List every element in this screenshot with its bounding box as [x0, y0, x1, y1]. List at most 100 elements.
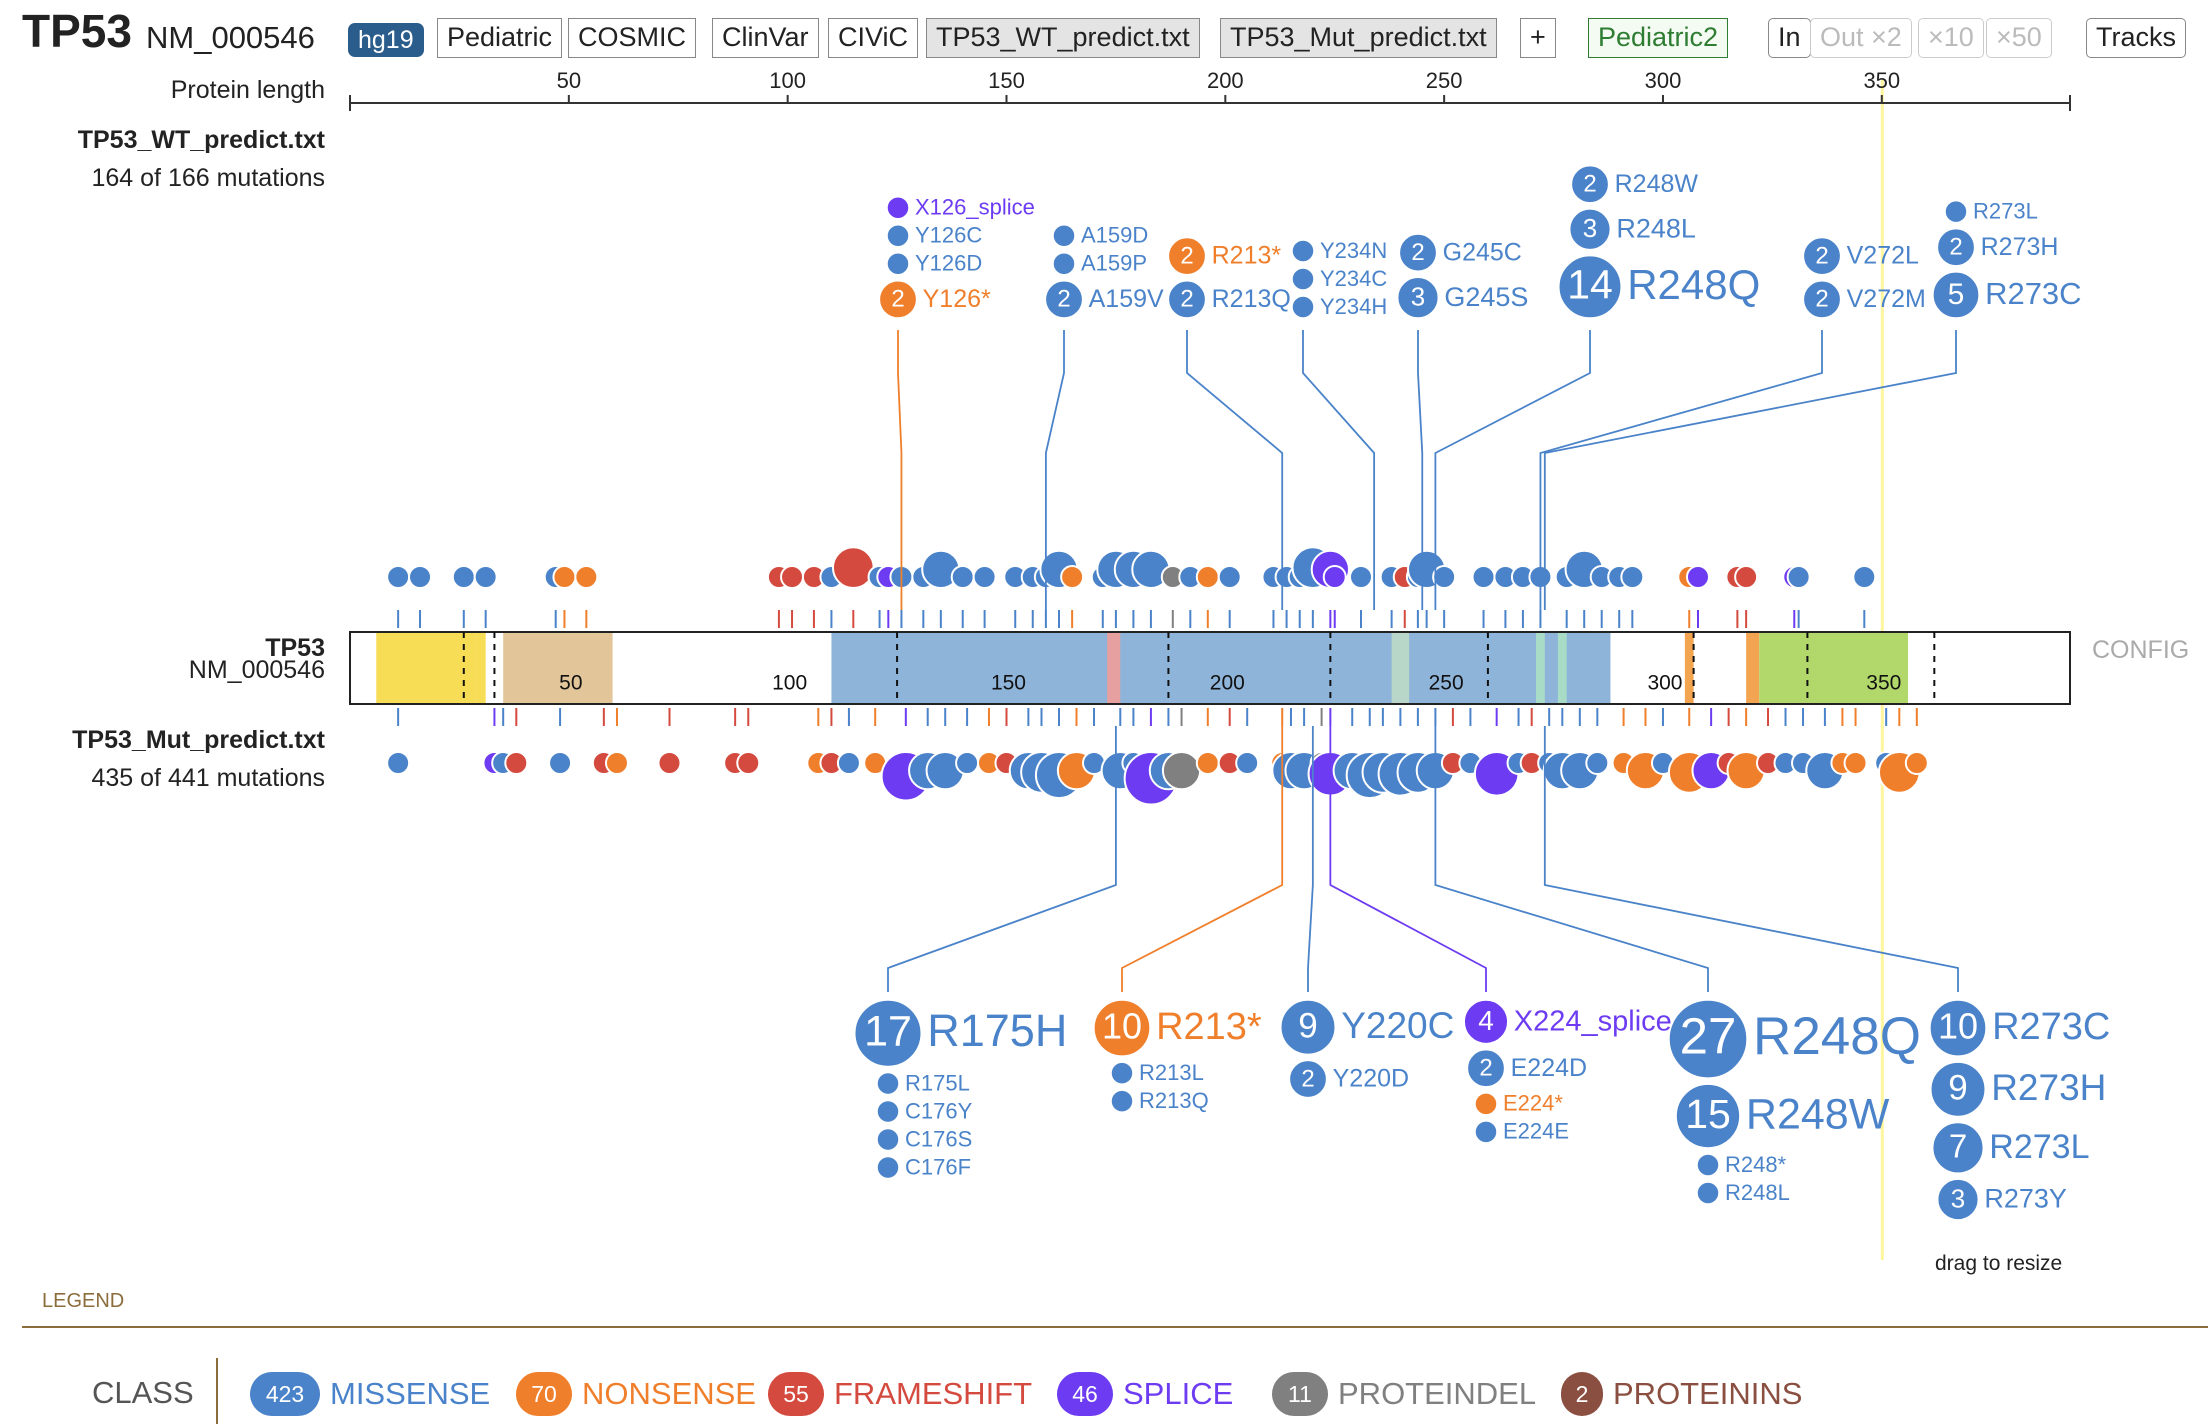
- wt-label-disk: [1291, 267, 1315, 291]
- wt-label-disk: [1052, 251, 1076, 276]
- wt-mutation-disk: [1471, 565, 1496, 589]
- mut-mutation-disk: [1195, 751, 1220, 775]
- legend-class-name: MISSENSE: [330, 1376, 491, 1411]
- legend-count-badge: 46: [1057, 1372, 1113, 1416]
- mut-mutation-disk: [955, 751, 980, 775]
- wt-mutation-disk: [1786, 565, 1811, 589]
- mut-mutation-label: R248*: [1725, 1152, 1787, 1177]
- wt-leader-line: [1044, 330, 1065, 610]
- mut-label-disk: [853, 999, 923, 1068]
- legend-title[interactable]: LEGEND: [42, 1290, 125, 1312]
- wt-label-disk-count: 2: [1815, 242, 1828, 269]
- mut-leader-line: [1329, 726, 1487, 992]
- wt-mutation-label: Y234C: [1320, 266, 1387, 291]
- protein-domain: [476, 633, 486, 703]
- mut-label-disk-count: 9: [1948, 1069, 1967, 1108]
- mut-label-disk-count: 3: [1951, 1183, 1965, 1213]
- mut-mutation-disk: [736, 751, 761, 775]
- wt-label-disk: [1932, 271, 1980, 319]
- mut-mutation-disk: [504, 751, 529, 775]
- legend-class-name: PROTEINDEL: [1338, 1376, 1537, 1411]
- wt-mutation-disk: [408, 565, 433, 589]
- mut-leader-line: [1434, 726, 1709, 992]
- wt-mutation-disk: [1217, 565, 1242, 589]
- zoom-x10-button[interactable]: ×10: [1918, 18, 1984, 58]
- legend-count-badge: 2: [1561, 1372, 1603, 1416]
- wt-mutation-label: R213*: [1212, 242, 1282, 270]
- zoom-x50-button[interactable]: ×50: [1986, 18, 2052, 58]
- wt-label-disk: [878, 279, 918, 319]
- wt-label-disk: [1802, 279, 1842, 319]
- legend-count-badge: 11: [1272, 1372, 1328, 1416]
- mut-track-name: TP53_Mut_predict.txt: [72, 726, 325, 754]
- legend-divider: [22, 1326, 2208, 1328]
- wt-mutation-label: R248W: [1615, 170, 1699, 198]
- zoom-in-button[interactable]: In: [1768, 18, 1811, 58]
- wt-label-disk: [1052, 223, 1076, 248]
- mut-label-disk: [1110, 1089, 1134, 1113]
- mut-mutation-label: R273C: [1992, 1006, 2110, 1048]
- wt-label-disk-count: 2: [1180, 242, 1193, 269]
- resize-hint[interactable]: drag to resize: [1935, 1252, 2063, 1275]
- mut-mutation-label: C176F: [905, 1154, 971, 1179]
- dataset-button-pediatric2[interactable]: Pediatric2: [1588, 18, 1729, 58]
- wt-label-disk-count: 5: [1948, 278, 1965, 311]
- wt-mutation-label: G245S: [1444, 282, 1528, 312]
- tracks-button[interactable]: Tracks: [2086, 18, 2186, 58]
- add-dataset-button[interactable]: +: [1520, 18, 1556, 58]
- mut-label-disk-count: 10: [1938, 1006, 1978, 1047]
- mut-mutation-disk: [1235, 751, 1260, 775]
- gene-symbol: TP53: [22, 5, 132, 57]
- mut-label-disk: [1696, 1153, 1720, 1177]
- ruler-tick-label: 350: [1863, 68, 1900, 93]
- mut-label-disk: [1280, 999, 1336, 1056]
- wt-mutation-label: R248L: [1616, 213, 1696, 243]
- gene-track-position-label: 300: [1647, 672, 1682, 695]
- genome-badge[interactable]: hg19: [348, 23, 424, 57]
- mut-label-disk: [876, 1155, 900, 1180]
- mut-mutation-label: Y220C: [1341, 1005, 1454, 1046]
- mut-label-disk: [1696, 1181, 1720, 1205]
- protein-domain: [1391, 633, 1410, 703]
- mut-mutation-disk: [1585, 751, 1610, 775]
- wt-mutation-disk: [1734, 565, 1759, 589]
- wt-label-disk: [1291, 295, 1315, 319]
- legend-class-label: CLASS: [92, 1375, 194, 1410]
- config-button[interactable]: CONFIG: [2092, 636, 2190, 664]
- mut-mutation-disk: [657, 751, 682, 775]
- wt-mutation-label: A159V: [1089, 285, 1164, 313]
- mut-label-disk-count: 7: [1949, 1128, 1967, 1165]
- dataset-button-mut-predict[interactable]: TP53_Mut_predict.txt: [1220, 18, 1497, 58]
- legend-count-badge: 55: [768, 1372, 824, 1416]
- dataset-button-cosmic[interactable]: COSMIC: [568, 18, 696, 58]
- zoom-out-button[interactable]: Out ×2: [1810, 18, 1912, 58]
- dataset-button-civic[interactable]: CIViC: [828, 18, 919, 58]
- wt-label-disk: [1802, 236, 1842, 276]
- wt-leader-line: [1302, 330, 1376, 610]
- wt-label-disk: [1396, 276, 1440, 319]
- dataset-button-pediatric[interactable]: Pediatric: [437, 18, 563, 58]
- wt-label-disk: [1044, 279, 1084, 319]
- mut-mutation-label: C176Y: [905, 1098, 973, 1123]
- wt-label-disk-count: 3: [1411, 282, 1425, 312]
- wt-mutation-label: V272L: [1847, 242, 1919, 270]
- wt-label-disk-count: 2: [891, 286, 904, 313]
- legend-class-name: SPLICE: [1123, 1376, 1234, 1411]
- mut-mutation-label: E224E: [1503, 1119, 1569, 1144]
- mut-mutation-label: R213Q: [1139, 1088, 1209, 1113]
- dataset-button-clinvar[interactable]: ClinVar: [712, 18, 819, 58]
- wt-mutation-label: Y234H: [1320, 294, 1387, 319]
- protein-domain: [1557, 633, 1567, 703]
- dataset-button-wt-predict[interactable]: TP53_WT_predict.txt: [926, 18, 1200, 58]
- legend-class-name: FRAMESHIFT: [834, 1376, 1033, 1411]
- mut-leader-line: [1121, 726, 1284, 992]
- mut-label-disk-count: 10: [1102, 1006, 1142, 1047]
- wt-mutation-disk: [1322, 565, 1347, 589]
- wt-label-disk: [1570, 164, 1610, 204]
- wt-mutation-label: X126_splice: [915, 195, 1035, 220]
- mut-mutation-disk: [604, 751, 629, 775]
- mut-mutation-label: C176S: [905, 1126, 972, 1151]
- mut-leader-line: [1307, 726, 1314, 992]
